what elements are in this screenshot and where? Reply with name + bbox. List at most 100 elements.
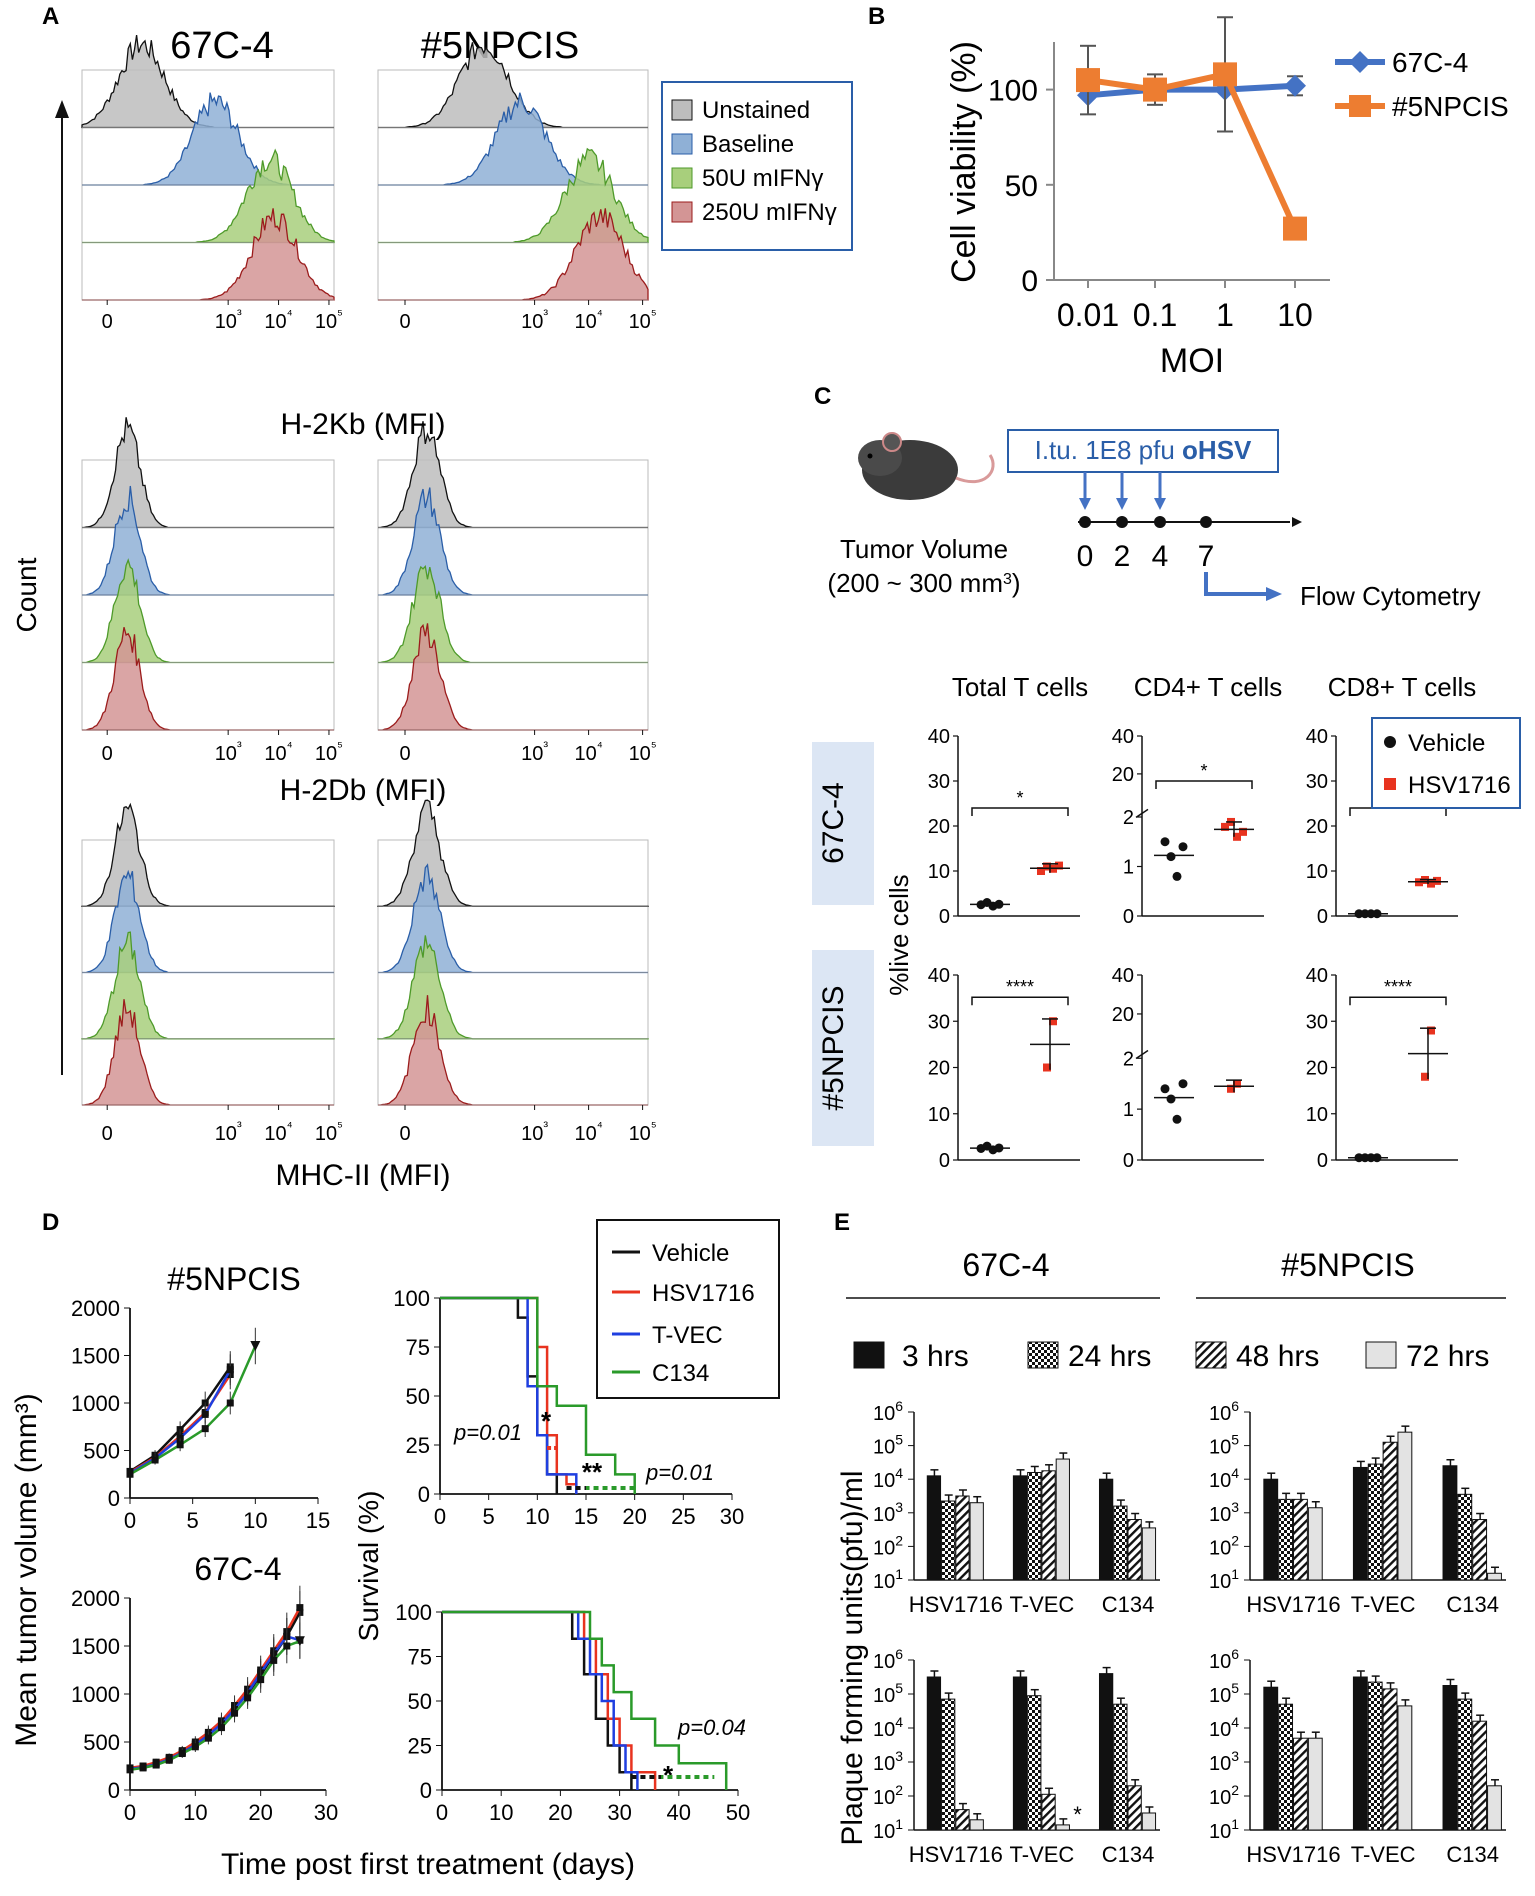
hist-tick-2-1-2: 10⁴: [574, 1118, 602, 1145]
c-tp-label-2: 2: [1114, 540, 1131, 573]
hist-tick-2-1-0: 0: [399, 1123, 410, 1145]
b-series: [1076, 16, 1307, 241]
hist-tick-0-1-2: 10⁴: [574, 306, 602, 333]
e-bar-2-1-0: [1012, 1676, 1028, 1831]
d-surv-xtick-label-0-2: 10: [525, 1504, 549, 1529]
e-ytick-label-3-2: 102: [1209, 1782, 1239, 1809]
d-surv-ytick-label-1-0: 0: [420, 1778, 432, 1803]
c-vehicle-point-1-1: [1166, 852, 1176, 862]
c-hsv-point-0-3: [1055, 861, 1063, 870]
legend-label-unstained: Unstained: [702, 97, 810, 124]
e-ytick-label-2-6: 106: [873, 1646, 903, 1673]
d-growth-point-1-1-13: [296, 1604, 304, 1612]
e-ytick-label-0-3-exp: 3: [895, 1499, 903, 1515]
panel-label-a: A: [42, 3, 59, 30]
c-ytick-label-1-1: 1: [1123, 857, 1134, 879]
legend-swatch-50u: [671, 167, 693, 189]
d-surv-xtick-label-1-1: 10: [489, 1800, 513, 1825]
d-growth-xtick-label-0-2: 10: [243, 1508, 267, 1533]
hist-0-1-lane-3: [378, 208, 649, 301]
c-timeline-arrow: [1292, 517, 1302, 527]
d-growth-ytick-label-1-1: 500: [83, 1730, 120, 1755]
b-point-1-0: [1076, 68, 1100, 93]
d-growth-charts: #5NPCIS 0 500 1000 1500 2000 0 5 10 15 67C-4 0 500 10…: [71, 1261, 338, 1825]
d-growth-point-1-3-9: [244, 1694, 252, 1702]
e-bar-3-0-3: [1307, 1737, 1323, 1831]
d-growth-ytick-label-0-3: 1500: [71, 1344, 120, 1369]
panel-e: E 67C-4 #5NPCIS 3 hrs 24 hrs 48 hrs 72 h…: [834, 1209, 1506, 1867]
d-growth-point-1-3-6: [204, 1734, 212, 1742]
d-surv-xtick-label-0-1: 5: [483, 1504, 495, 1529]
c-ytick-label-2-0: 0: [1317, 906, 1328, 928]
c-hsv-point-5-0: [1421, 1072, 1429, 1081]
e-ytick-label-1-4: 104: [1209, 1465, 1239, 1492]
c-ytick-label-2-4: 40: [1306, 726, 1328, 748]
d-surv-xtick-label-1-0: 0: [436, 1800, 448, 1825]
e-ytick-label-0-1: 101: [873, 1566, 903, 1593]
c-vehicle-point-1-2: [1172, 871, 1182, 881]
d-growth-point-1-3-12: [283, 1642, 291, 1650]
c-inj-arrowhead-4: [1154, 498, 1166, 510]
e-bar-1-2-2: [1472, 1519, 1488, 1581]
c-tp-label-4: 4: [1152, 540, 1169, 573]
e-ytick-label-0-4: 104: [873, 1465, 903, 1492]
legend-label-baseline: Baseline: [702, 131, 794, 158]
e-bar-3-2-0: [1442, 1685, 1458, 1831]
e-cat-label-3-2: C134: [1446, 1842, 1499, 1867]
e-cat-label-3-1: T-VEC: [1351, 1842, 1416, 1867]
e-legend-swatch-24h: [1027, 1341, 1059, 1369]
d-growth-ytick-label-1-2: 1000: [71, 1682, 120, 1707]
c-ytick-label-1-3: 20: [1112, 764, 1134, 786]
d-growth-point-1-3-2: [152, 1761, 160, 1769]
hist-tick-0-0-3: 10⁵: [315, 306, 343, 333]
hist-tick-2-1-3-exp: ⁵: [651, 1118, 657, 1134]
e-cat-label-2-0: HSV1716: [909, 1842, 1003, 1867]
d-surv-xtick-label-1-3: 30: [607, 1800, 631, 1825]
c-hsv-point-3-0: [1043, 1063, 1051, 1072]
c-hsv-point-0-0: [1037, 867, 1045, 875]
e-ytick-label-3-4: 104: [1209, 1714, 1239, 1741]
legend-label-50u: 50U mIFNγ: [702, 165, 823, 192]
e-cat-label-1-2: C134: [1446, 1592, 1499, 1617]
e-ytick-label-2-5-exp: 5: [895, 1680, 903, 1696]
hist-tick-0-1-2-exp: ⁴: [597, 306, 603, 322]
c-legend-frame: [1371, 717, 1521, 809]
c-legend-dot-hsv: [1384, 778, 1396, 790]
e-bar-2-1-2: [1041, 1793, 1056, 1831]
e-cat-label-0-0: HSV1716: [909, 1592, 1003, 1617]
c-sig-bracket-3: [971, 996, 1069, 1006]
hist-tick-2-0-1-exp: ³: [237, 1118, 242, 1134]
d-growth-xtick-label-0-3: 15: [306, 1508, 330, 1533]
e-ytick-label-3-3-exp: 3: [1231, 1748, 1239, 1764]
hist-tick-2-1-2-exp: ⁴: [597, 1118, 603, 1134]
hist-tick-0-0-2: 10⁴: [264, 306, 292, 333]
e-ytick-label-2-1-exp: 1: [895, 1816, 903, 1832]
mouse-eye: [867, 453, 873, 459]
d-growth-point-1-3-11: [270, 1656, 278, 1664]
d-growth-ytick-label-0-4: 2000: [71, 1296, 120, 1321]
c-row-bg-2: [812, 950, 874, 1146]
e-bar-2-2-0: [1098, 1673, 1114, 1831]
c-inj-arrowhead-2: [1116, 498, 1128, 510]
c-injection-arrows: [1079, 472, 1166, 510]
d-growth-ytick-label-0-1: 500: [83, 1439, 120, 1464]
c-ytick-label-5-2: 20: [1306, 1058, 1328, 1080]
c-row-title-1: 67C-4: [817, 782, 850, 864]
b-point-1-2: [1213, 62, 1237, 87]
hist-tick-1-1-1-exp: ³: [543, 738, 548, 754]
e-bar-2-1-1: [1027, 1695, 1042, 1831]
c-flow-label: Flow Cytometry: [1300, 581, 1481, 611]
e-col-title-1: 67C-4: [962, 1247, 1049, 1283]
hist-tick-0-0-1: 10³: [215, 306, 242, 333]
c-ytick-label-0-2: 20: [928, 816, 950, 838]
d-growth-point-1-3-3: [165, 1756, 173, 1764]
e-cat-label-0-1: T-VEC: [1010, 1592, 1075, 1617]
c-ytick-label-0-3: 30: [928, 771, 950, 793]
count-axis-label: Count: [11, 557, 42, 632]
c-legend: Vehicle HSV1716: [1371, 717, 1521, 809]
d-growth-point-0-2-4: [226, 1366, 234, 1374]
e-legend-label-48h: 48 hrs: [1236, 1340, 1319, 1373]
d-surv-star-1: **: [582, 1457, 603, 1487]
